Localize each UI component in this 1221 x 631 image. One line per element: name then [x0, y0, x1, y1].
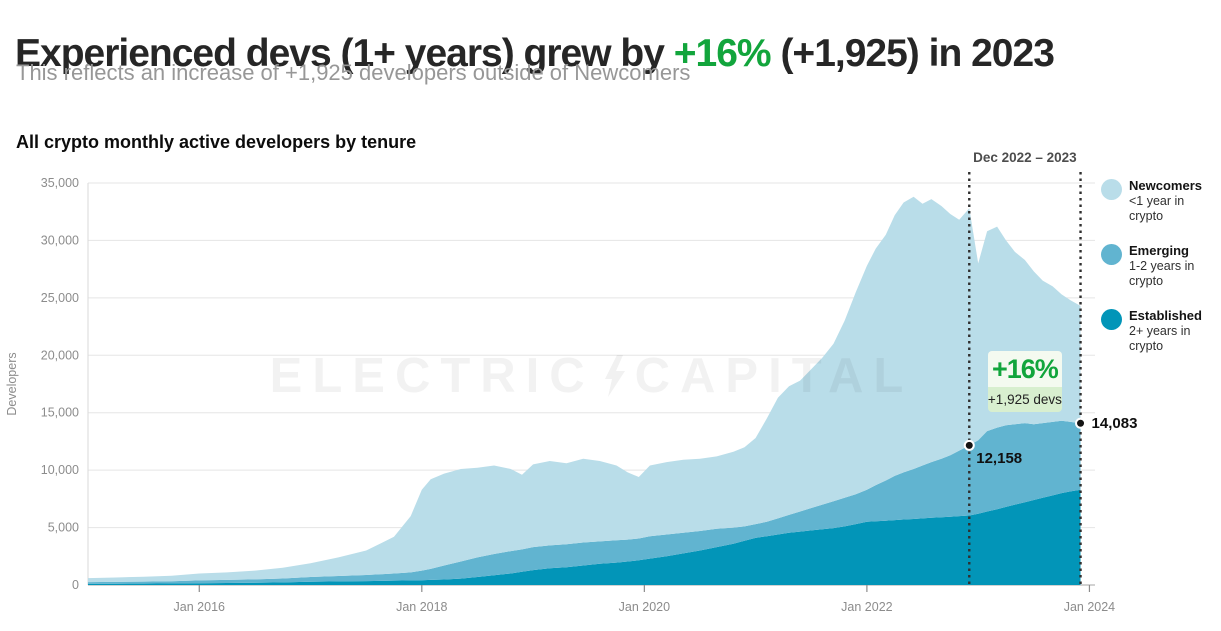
y-axis-tick-label: 25,000 — [41, 291, 79, 305]
y-axis-title: Developers — [5, 352, 19, 415]
badge-percent: +16% — [987, 351, 1062, 387]
x-axis-tick-label: Jan 2024 — [1064, 600, 1115, 614]
data-point-marker — [963, 439, 975, 451]
legend-name: Emerging — [1129, 243, 1189, 258]
page-title: Experienced devs (1+ years) grew by +16%… — [15, 32, 1055, 76]
area-chart: 0 5,000 10,000 15,000 20,000 25,000 30,000 35,0… — [5, 172, 1115, 614]
title-suffix: (+1,925) in 2023 — [770, 32, 1054, 76]
area-series-established — [88, 489, 1081, 585]
legend-name: Newcomers — [1129, 178, 1202, 193]
legend-name: Established — [1129, 308, 1202, 323]
y-axis-tick-label: 35,000 — [41, 176, 79, 190]
x-axis-tick-label: Jan 2022 — [841, 600, 892, 614]
legend-item-established: Established 2+ years in crypto — [1101, 308, 1221, 354]
area-series-newcomers — [88, 196, 1081, 583]
legend-desc: 2+ years in crypto — [1129, 324, 1191, 353]
legend-desc: 1-2 years in crypto — [1129, 259, 1195, 288]
chart-heading: All crypto monthly active developers by … — [16, 132, 417, 152]
legend-item-newcomers: Newcomers <1 year in crypto — [1101, 178, 1221, 224]
chart-legend: Newcomers <1 year in crypto Emerging 1-2… — [1101, 178, 1221, 354]
newcomers-swatch-icon — [1101, 179, 1122, 200]
x-axis-tick-label: Jan 2016 — [174, 600, 225, 614]
title-text: Experienced devs (1+ years) grew by — [15, 32, 674, 76]
annotation-range-label: Dec 2022 – 2023 — [973, 150, 1077, 165]
page-subtitle: This reflects an increase of +1,925 deve… — [16, 60, 691, 85]
area-series-emerging — [88, 420, 1081, 584]
badge-devs-count: +1,925 devs — [987, 387, 1062, 412]
title-highlight: +16% — [673, 32, 772, 76]
y-axis-tick-label: 0 — [72, 578, 79, 592]
emerging-swatch-icon — [1101, 244, 1122, 265]
x-axis-tick-label: Jan 2020 — [619, 600, 670, 614]
growth-badge: +16% +1,925 devs — [987, 351, 1062, 412]
y-axis-tick-label: 15,000 — [41, 406, 79, 420]
legend-desc: <1 year in crypto — [1129, 194, 1185, 223]
y-axis-tick-label: 5,000 — [48, 521, 79, 535]
data-point-marker — [1075, 417, 1087, 429]
end-marker-label: 14,083 — [1091, 415, 1138, 433]
y-axis-tick-label: 20,000 — [41, 348, 79, 362]
y-axis-tick-label: 10,000 — [41, 463, 79, 477]
y-axis-tick-label: 30,000 — [41, 233, 79, 247]
legend-item-emerging: Emerging 1-2 years in crypto — [1101, 243, 1221, 289]
start-marker-label: 12,158 — [976, 450, 1023, 468]
established-swatch-icon — [1101, 309, 1122, 330]
x-axis-tick-label: Jan 2018 — [396, 600, 447, 614]
